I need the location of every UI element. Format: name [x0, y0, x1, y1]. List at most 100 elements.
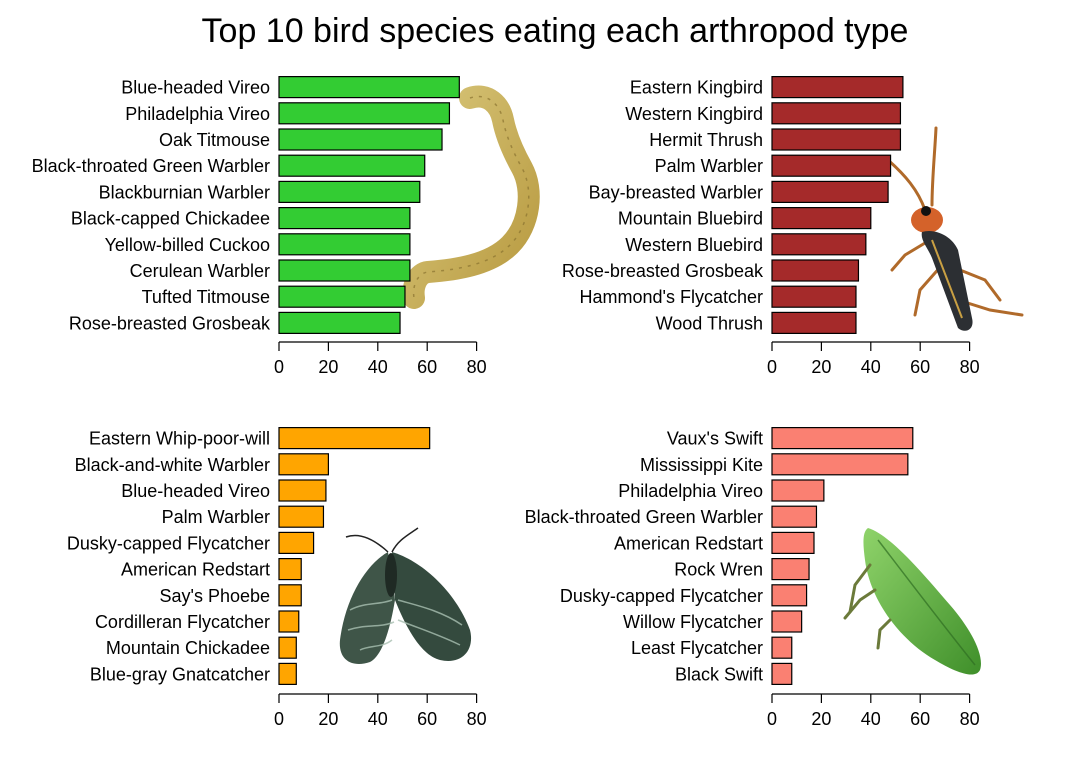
leafhopper-icon: [843, 528, 981, 675]
x-tick-label: 60: [910, 709, 930, 729]
category-label: Blackburnian Warbler: [99, 182, 270, 202]
x-tick-label: 0: [274, 709, 284, 729]
category-label: Rose-breasted Grosbeak: [562, 261, 764, 281]
category-label: Black-and-white Warbler: [75, 455, 270, 475]
bar: [278, 662, 297, 686]
category-label: Rose-breasted Grosbeak: [69, 313, 271, 333]
bar: [278, 584, 302, 607]
panel-bottom-left: Eastern Whip-poor-will Black-and-white Wa…: [67, 427, 487, 729]
bar: [771, 207, 872, 230]
bar: [278, 128, 443, 151]
category-label: Oak Titmouse: [159, 130, 270, 150]
bar: [771, 154, 892, 177]
x-tick-label: 60: [417, 709, 437, 729]
bar: [278, 207, 411, 230]
category-label: Palm Warbler: [162, 507, 270, 527]
category-label: Mountain Chickadee: [106, 638, 270, 658]
x-tick-label: 0: [767, 357, 777, 377]
chart-title: Top 10 bird species eating each arthropo…: [201, 12, 909, 50]
panel-top-left: Blue-headed Vireo Philadelphia Vireo Oak T…: [32, 75, 487, 377]
bar: [771, 128, 902, 151]
category-label: Palm Warbler: [655, 156, 763, 176]
category-label: Yellow-billed Cuckoo: [105, 235, 270, 255]
panel-top-right: Eastern Kingbird Western Kingbird Hermit T…: [562, 75, 980, 377]
category-label: Black-capped Chickadee: [71, 209, 270, 229]
category-label: Least Flycatcher: [631, 638, 763, 658]
category-label: Vaux's Swift: [667, 429, 763, 449]
category-label: Black-throated Green Warbler: [32, 156, 270, 176]
category-label: Mountain Bluebird: [618, 209, 763, 229]
bar: [771, 427, 914, 450]
bar: [278, 311, 401, 334]
panel-bottom-right: Vaux's Swift Mississippi Kite Philadelphia…: [525, 427, 980, 729]
caterpillar-icon: [402, 85, 540, 309]
bar: [771, 311, 857, 334]
bar: [771, 453, 909, 476]
category-label: Eastern Whip-poor-will: [89, 429, 270, 449]
category-label: American Redstart: [614, 533, 763, 553]
bar: [278, 102, 451, 125]
category-label: Eastern Kingbird: [630, 78, 763, 98]
bar: [771, 180, 889, 203]
x-tick-label: 40: [861, 709, 881, 729]
category-label: Wood Thrush: [656, 313, 763, 333]
category-label: Western Kingbird: [625, 104, 763, 124]
bar: [278, 636, 297, 659]
category-label: Black Swift: [675, 664, 763, 684]
x-tick-label: 20: [811, 357, 831, 377]
category-label: Blue-gray Gnatcatcher: [90, 664, 270, 684]
bar: [771, 505, 818, 528]
x-tick-label: 80: [960, 357, 980, 377]
category-label: Willow Flycatcher: [623, 612, 763, 632]
category-label: Philadelphia Vireo: [125, 104, 270, 124]
bar: [771, 102, 902, 125]
category-label: Mississippi Kite: [640, 455, 763, 475]
bar: [278, 180, 421, 203]
category-label: Blue-headed Vireo: [121, 78, 270, 98]
category-label: Bay-breasted Warbler: [589, 182, 763, 202]
bar: [771, 636, 793, 659]
category-label: Cordilleran Flycatcher: [95, 612, 270, 632]
x-tick-label: 60: [417, 357, 437, 377]
bar: [771, 531, 815, 555]
x-tick-label: 80: [467, 357, 487, 377]
bar: [278, 154, 426, 177]
bar: [278, 557, 302, 581]
category-label: Western Bluebird: [625, 235, 763, 255]
bar: [278, 259, 411, 282]
bar: [771, 75, 904, 99]
bar: [278, 610, 300, 633]
bar: [278, 75, 460, 99]
x-tick-label: 80: [467, 709, 487, 729]
x-tick-label: 0: [274, 357, 284, 377]
x-tick-label: 80: [960, 709, 980, 729]
bar: [771, 610, 803, 633]
x-tick-label: 40: [368, 357, 388, 377]
bar: [278, 233, 411, 256]
category-label: American Redstart: [121, 560, 270, 580]
category-label: Rock Wren: [674, 560, 763, 580]
moth-icon: [339, 527, 472, 664]
category-label: Philadelphia Vireo: [618, 481, 763, 501]
category-label: Hermit Thrush: [649, 130, 763, 150]
x-tick-label: 20: [811, 709, 831, 729]
category-label: Dusky-capped Flycatcher: [67, 533, 270, 553]
category-label: Hammond's Flycatcher: [580, 287, 764, 307]
x-tick-label: 20: [318, 709, 338, 729]
bar: [278, 531, 315, 555]
bar: [771, 233, 867, 256]
bar: [771, 662, 793, 686]
category-label: Say's Phoebe: [159, 586, 270, 606]
bar: [771, 557, 810, 581]
x-tick-label: 20: [318, 357, 338, 377]
beetle-icon: [886, 126, 1024, 331]
bar: [278, 479, 327, 502]
bar: [278, 453, 330, 476]
category-label: Blue-headed Vireo: [121, 481, 270, 501]
x-tick-label: 40: [368, 709, 388, 729]
x-tick-label: 60: [910, 357, 930, 377]
bar: [771, 479, 825, 502]
category-label: Black-throated Green Warbler: [525, 507, 763, 527]
bar: [278, 427, 431, 450]
